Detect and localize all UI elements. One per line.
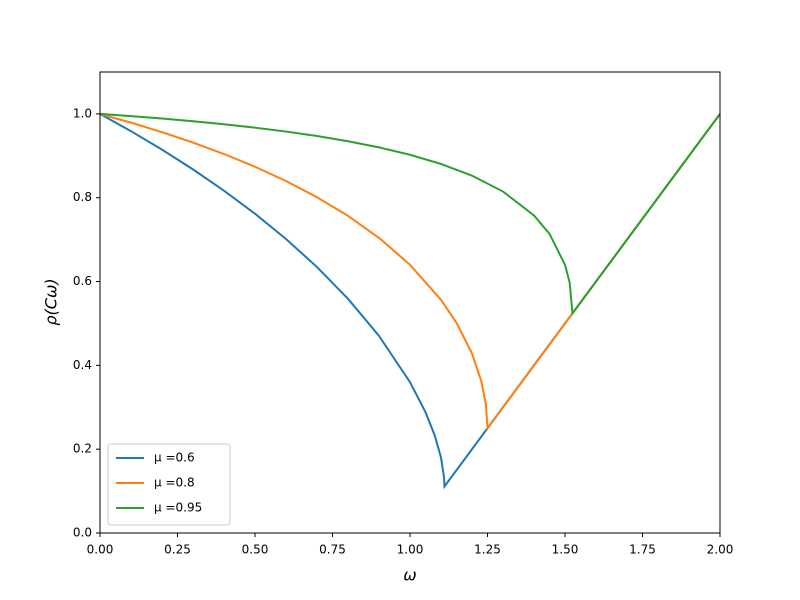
x-tick-label: 0.25	[164, 543, 191, 557]
x-tick-label: 0.00	[87, 543, 114, 557]
legend-box	[107, 443, 231, 526]
plot-frame	[99, 71, 721, 534]
series-line	[99, 112, 721, 317]
x-tick-label: 1.50	[552, 543, 579, 557]
y-tick-label: 0.6	[73, 274, 92, 288]
x-axis-title: ω	[403, 566, 416, 585]
series-line	[99, 112, 721, 432]
x-tick-label: 1.25	[474, 543, 501, 557]
y-tick-label: 0.4	[73, 358, 92, 372]
y-tick-label: 0.8	[73, 190, 92, 204]
x-tick-label: 2.00	[707, 543, 734, 557]
y-tick-label: 1.0	[73, 106, 92, 120]
legend-label: μ =0.95	[154, 501, 202, 515]
x-tick-label: 0.50	[242, 543, 269, 557]
y-tick-label: 0.2	[73, 442, 92, 456]
y-tick-label: 0.0	[73, 526, 92, 540]
x-tick-label: 1.75	[629, 543, 656, 557]
x-tick-label: 0.75	[319, 543, 346, 557]
series-line	[99, 113, 721, 490]
x-tick-label: 1.00	[397, 543, 424, 557]
legend-label: μ =0.8	[154, 476, 195, 490]
legend-label: μ =0.6	[154, 451, 195, 465]
y-axis-title: ρ(Cω)	[42, 278, 61, 325]
